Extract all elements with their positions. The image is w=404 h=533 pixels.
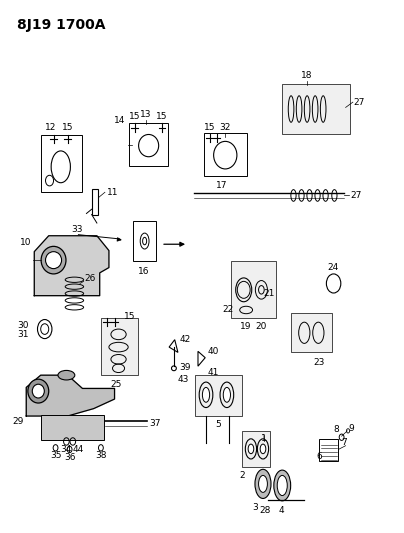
Ellipse shape bbox=[248, 444, 254, 454]
Ellipse shape bbox=[32, 384, 44, 398]
Text: 15: 15 bbox=[62, 123, 74, 132]
Ellipse shape bbox=[46, 252, 61, 269]
Bar bbox=[195, 375, 242, 416]
Bar bbox=[242, 431, 270, 467]
Polygon shape bbox=[26, 375, 114, 416]
Text: 2: 2 bbox=[239, 471, 245, 480]
Polygon shape bbox=[50, 416, 82, 437]
Text: 33: 33 bbox=[72, 224, 83, 233]
Text: 4: 4 bbox=[279, 506, 284, 515]
Text: 27: 27 bbox=[350, 191, 362, 200]
Text: 12: 12 bbox=[45, 123, 56, 132]
Text: 10: 10 bbox=[20, 238, 32, 247]
Text: 16: 16 bbox=[138, 266, 149, 276]
Text: 32: 32 bbox=[220, 123, 231, 132]
Ellipse shape bbox=[28, 379, 49, 403]
Ellipse shape bbox=[260, 444, 266, 454]
Text: 19: 19 bbox=[240, 322, 252, 331]
Ellipse shape bbox=[223, 387, 231, 402]
Bar bbox=[204, 133, 247, 176]
Text: 36: 36 bbox=[64, 453, 76, 462]
Text: 31: 31 bbox=[17, 330, 29, 339]
Text: 17: 17 bbox=[215, 181, 227, 190]
Bar bbox=[41, 135, 82, 192]
Text: 11: 11 bbox=[107, 188, 118, 197]
Text: 29: 29 bbox=[12, 417, 23, 426]
Text: 9: 9 bbox=[348, 424, 354, 433]
Bar bbox=[92, 189, 98, 215]
Text: 13: 13 bbox=[140, 110, 152, 119]
Ellipse shape bbox=[277, 475, 287, 496]
Ellipse shape bbox=[255, 470, 271, 498]
Bar bbox=[129, 123, 168, 166]
Text: 27: 27 bbox=[354, 98, 365, 107]
Ellipse shape bbox=[41, 246, 66, 274]
Text: 38: 38 bbox=[95, 451, 107, 460]
Text: 21: 21 bbox=[263, 289, 274, 298]
Bar bbox=[133, 221, 156, 261]
Text: 14: 14 bbox=[114, 116, 126, 125]
Text: 5: 5 bbox=[215, 420, 221, 429]
Text: 34: 34 bbox=[61, 445, 72, 454]
Text: 3: 3 bbox=[252, 503, 258, 512]
Text: 25: 25 bbox=[110, 381, 122, 390]
Text: 8: 8 bbox=[333, 425, 339, 434]
Text: 6: 6 bbox=[317, 452, 322, 461]
Text: 8J19 1700A: 8J19 1700A bbox=[17, 18, 106, 33]
Bar bbox=[319, 439, 339, 461]
Text: 7: 7 bbox=[342, 438, 347, 447]
Bar bbox=[101, 318, 138, 375]
Bar bbox=[41, 415, 104, 440]
Text: 1: 1 bbox=[261, 433, 267, 442]
Text: 20: 20 bbox=[256, 322, 267, 331]
Ellipse shape bbox=[202, 387, 210, 402]
Text: 15: 15 bbox=[129, 112, 140, 121]
Ellipse shape bbox=[274, 470, 290, 501]
Text: 43: 43 bbox=[178, 375, 189, 384]
Text: 30: 30 bbox=[17, 321, 29, 330]
Text: 23: 23 bbox=[314, 358, 325, 367]
Text: 40: 40 bbox=[208, 346, 219, 356]
Text: 24: 24 bbox=[327, 263, 339, 272]
Text: 22: 22 bbox=[223, 305, 234, 314]
Text: 39: 39 bbox=[179, 363, 191, 372]
Polygon shape bbox=[34, 236, 109, 296]
Text: 44: 44 bbox=[73, 445, 84, 454]
Ellipse shape bbox=[259, 475, 267, 492]
Bar bbox=[231, 261, 276, 318]
Ellipse shape bbox=[58, 370, 75, 380]
Text: 15: 15 bbox=[156, 112, 168, 121]
Text: 41: 41 bbox=[208, 368, 219, 377]
Text: 18: 18 bbox=[301, 71, 312, 80]
Text: 15: 15 bbox=[204, 123, 215, 132]
Text: 35: 35 bbox=[50, 451, 61, 460]
Text: 28: 28 bbox=[260, 506, 271, 515]
Bar bbox=[291, 313, 332, 352]
Text: 15: 15 bbox=[124, 312, 135, 321]
Text: 37: 37 bbox=[149, 419, 160, 428]
Text: 26: 26 bbox=[85, 273, 96, 282]
Bar bbox=[282, 84, 350, 134]
Text: 42: 42 bbox=[180, 335, 191, 344]
